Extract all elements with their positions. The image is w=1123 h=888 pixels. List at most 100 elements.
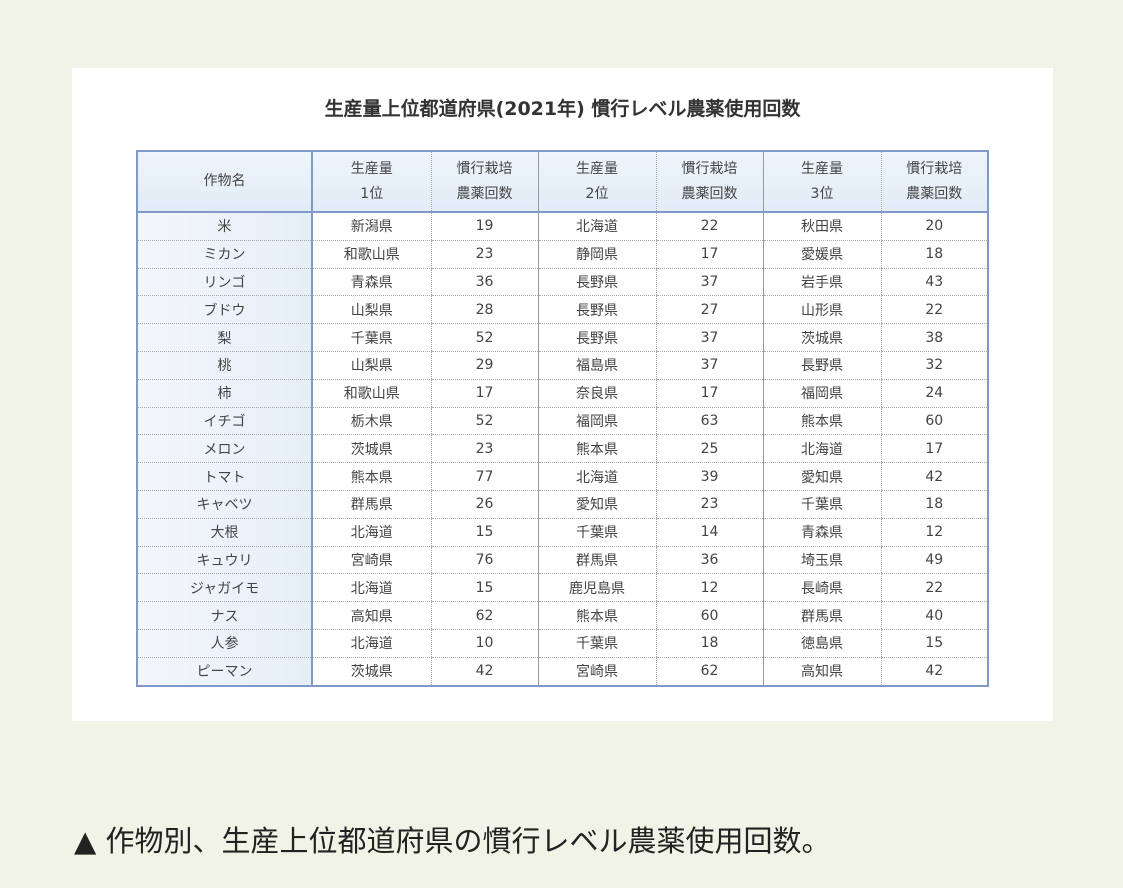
pesticide-count-cell: 12	[655, 573, 763, 603]
prefecture-cell: 徳島県	[762, 629, 881, 658]
prefecture-cell: 北海道	[311, 573, 431, 603]
header-row: 作物名 生産量 1位 慣行栽培 農薬回数 生産量 2位 慣行栽培 農薬回数 生産量 3位 慣行栽培 農薬…	[136, 151, 988, 213]
crop-name-cell: ナス	[136, 601, 313, 630]
pesticide-count-cell: 63	[655, 407, 763, 436]
pesticide-count-cell: 15	[430, 518, 538, 547]
prefecture-cell: 熊本県	[537, 434, 656, 464]
pesticide-count-cell: 37	[655, 323, 763, 352]
pesticide-count-cell: 14	[655, 518, 763, 547]
prefecture-cell: 福岡県	[537, 407, 656, 436]
prefecture-cell: 鹿児島県	[537, 573, 656, 603]
crop-name-cell: ジャガイモ	[136, 573, 313, 603]
pesticide-count-cell: 23	[430, 434, 538, 464]
pesticide-count-cell: 18	[655, 629, 763, 658]
column-header-line: 3位	[810, 185, 834, 202]
column-header: 生産量 2位	[537, 151, 656, 213]
pesticide-count-cell: 23	[430, 240, 538, 269]
pesticide-count-cell: 38	[880, 323, 988, 352]
table-row: 柿和歌山県 17 奈良県 17 福岡県 24	[136, 379, 988, 408]
table-row: ジャガイモ 北海道 15 鹿児島県 12 長崎県 22	[136, 573, 988, 603]
pesticide-count-cell: 23	[655, 490, 763, 519]
pesticide-count-cell: 40	[880, 601, 988, 630]
prefecture-cell: 群馬県	[537, 546, 656, 575]
pesticide-count-cell: 36	[655, 546, 763, 575]
table-row: 米新潟県 19 北海道 22 秋田県 20	[136, 212, 988, 241]
pesticide-count-cell: 17	[655, 379, 763, 408]
column-header: 作物名	[136, 151, 313, 213]
pesticide-count-cell: 39	[655, 462, 763, 491]
prefecture-cell: 宮崎県	[311, 546, 431, 575]
table-row: 人参 北海道 10 千葉県 18 徳島県 15	[136, 629, 988, 658]
column-header: 慣行栽培 農薬回数	[430, 151, 538, 213]
prefecture-cell: 青森県	[762, 518, 881, 547]
table-title: 生産量上位都道府県(2021年) 慣行レベル農薬使用回数	[324, 98, 801, 120]
prefecture-cell: 高知県	[311, 601, 431, 630]
prefecture-cell: 長崎県	[762, 573, 881, 603]
crop-name-cell: ブドウ	[136, 295, 313, 325]
pesticide-count-cell: 18	[880, 490, 988, 519]
pesticide-count-cell: 43	[880, 268, 988, 297]
crop-name-cell: 米	[136, 212, 313, 241]
caption: ▲ 作物別、生産上位都道府県の慣行レベル農薬使用回数。	[74, 824, 831, 858]
table-row: リンゴ 青森県 36 長野県 37 岩手県 43	[136, 268, 988, 297]
crop-name-cell: キュウリ	[136, 546, 313, 575]
table-row: ピーマン 茨城県 42 宮崎県 62 高知県 42	[136, 657, 988, 687]
column-header-line: 生産量	[801, 160, 843, 177]
prefecture-cell: 秋田県	[762, 212, 881, 241]
pesticide-count-cell: 52	[430, 323, 538, 352]
prefecture-cell: 奈良県	[537, 379, 656, 408]
prefecture-cell: 北海道	[311, 629, 431, 658]
pesticide-count-cell: 22	[880, 295, 988, 325]
pesticide-count-cell: 22	[655, 212, 763, 241]
prefecture-cell: 高知県	[762, 657, 881, 687]
prefecture-cell: 茨城県	[762, 323, 881, 352]
crop-name-cell: トマト	[136, 462, 313, 491]
table-row: ナス 高知県 62 熊本県 60 群馬県 40	[136, 601, 988, 630]
prefecture-cell: 山形県	[762, 295, 881, 325]
column-header-line: 生産量	[576, 160, 618, 177]
pesticide-count-cell: 62	[655, 657, 763, 687]
column-header-line: 慣行栽培	[456, 160, 513, 177]
table-row: キュウリ 宮崎県 76 群馬県 36 埼玉県 49	[136, 546, 988, 575]
crop-name-cell: 桃	[136, 351, 313, 380]
prefecture-cell: 埼玉県	[762, 546, 881, 575]
pesticide-count-cell: 37	[655, 268, 763, 297]
prefecture-cell: 長野県	[762, 351, 881, 380]
prefecture-cell: 北海道	[762, 434, 881, 464]
prefecture-cell: 群馬県	[311, 490, 431, 519]
prefecture-cell: 山梨県	[311, 351, 431, 380]
pesticide-count-cell: 62	[430, 601, 538, 630]
crop-name-cell: 柿	[136, 379, 313, 408]
table-row: 大根 北海道 15 千葉県 14 青森県 12	[136, 518, 988, 547]
prefecture-cell: 茨城県	[311, 434, 431, 464]
pesticide-count-cell: 77	[430, 462, 538, 491]
crop-name-cell: キャベツ	[136, 490, 313, 519]
pesticide-count-cell: 15	[880, 629, 988, 658]
crop-name-cell: リンゴ	[136, 268, 313, 297]
crop-name-cell: ミカン	[136, 240, 313, 269]
column-header-line: 作物名	[203, 173, 246, 189]
pesticide-count-cell: 76	[430, 546, 538, 575]
table-row: 桃山梨県 29 福島県 37 長野県 32	[136, 351, 988, 380]
pesticide-count-cell: 42	[430, 657, 538, 687]
table-row: イチゴ 栃木県 52 福岡県 63 熊本県 60	[136, 407, 988, 436]
pesticide-count-cell: 29	[430, 351, 538, 380]
crop-name-cell: メロン	[136, 434, 313, 464]
prefecture-cell: 宮崎県	[537, 657, 656, 687]
prefecture-cell: 長野県	[537, 323, 656, 352]
pesticide-count-cell: 60	[655, 601, 763, 630]
pesticide-count-cell: 42	[880, 462, 988, 491]
pesticide-count-cell: 22	[880, 573, 988, 603]
table-row: 梨千葉県 52 長野県 37 茨城県 38	[136, 323, 988, 352]
prefecture-cell: 青森県	[311, 268, 431, 297]
pesticide-count-cell: 52	[430, 407, 538, 436]
column-header-line: 慣行栽培	[906, 160, 963, 177]
prefecture-cell: 和歌山県	[311, 240, 431, 269]
prefecture-cell: 和歌山県	[311, 379, 431, 408]
column-header-line: 1位	[360, 185, 384, 202]
column-header: 慣行栽培 農薬回数	[880, 151, 988, 213]
pesticide-count-cell: 60	[880, 407, 988, 436]
pesticide-count-cell: 32	[880, 351, 988, 380]
table-row: キャベツ 群馬県 26 愛知県 23 千葉県 18	[136, 490, 988, 519]
prefecture-cell: 北海道	[311, 518, 431, 547]
